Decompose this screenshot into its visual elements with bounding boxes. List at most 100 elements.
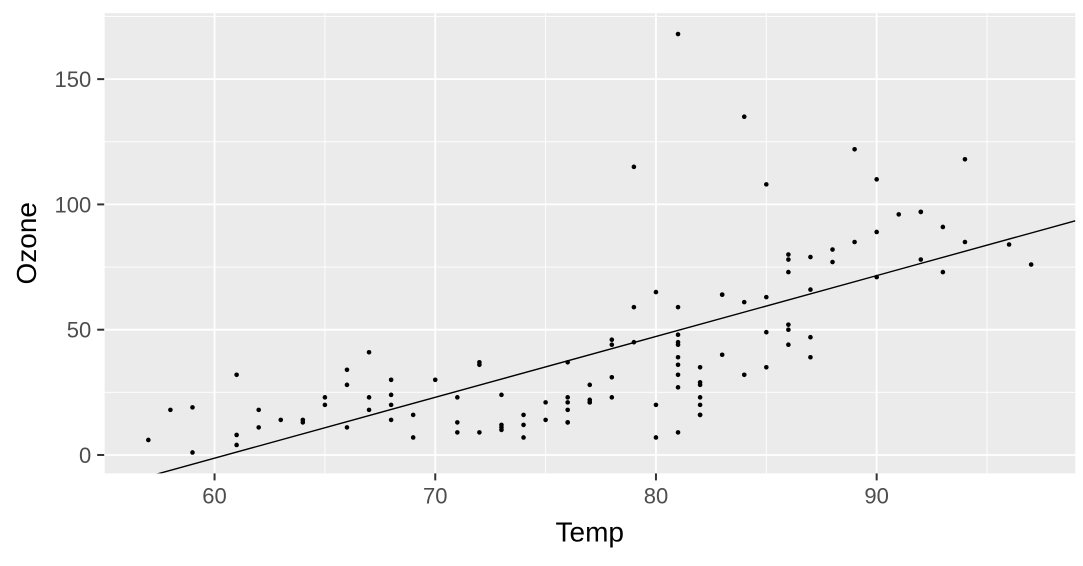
data-point [697, 412, 703, 418]
data-point [786, 257, 791, 262]
data-point [697, 395, 703, 400]
data-point [609, 395, 615, 400]
data-point [675, 354, 681, 360]
data-point [366, 407, 372, 413]
data-point [565, 395, 570, 400]
data-point [764, 294, 769, 300]
data-point [322, 402, 328, 408]
data-point [609, 337, 615, 343]
y-tick-label: 0 [79, 443, 91, 468]
data-point [256, 407, 261, 413]
data-point [808, 354, 813, 360]
data-point [940, 269, 946, 275]
data-point [940, 224, 946, 230]
data-point [499, 392, 504, 398]
data-point [256, 425, 261, 430]
data-point [190, 450, 195, 455]
data-point [675, 362, 681, 368]
data-point [874, 177, 879, 182]
data-point [234, 442, 239, 448]
data-point [631, 304, 637, 310]
data-point [874, 229, 879, 235]
data-point [808, 254, 813, 260]
data-point [719, 292, 725, 297]
data-point [278, 417, 284, 423]
data-point [344, 367, 350, 373]
y-tick-label: 50 [67, 318, 91, 343]
data-point [410, 435, 416, 440]
data-point [786, 269, 791, 275]
data-point [918, 209, 924, 215]
data-point [455, 420, 460, 425]
data-point [697, 402, 703, 408]
data-point [499, 422, 504, 428]
data-point [543, 400, 548, 405]
data-point [587, 382, 593, 388]
data-point [764, 182, 769, 187]
x-tick-label: 70 [423, 483, 447, 508]
data-point [962, 239, 968, 245]
data-point [234, 432, 239, 438]
data-point [675, 304, 681, 310]
y-axis-title: Ozone [11, 202, 42, 285]
x-axis-title: Temp [556, 516, 624, 547]
data-point [1006, 242, 1012, 247]
data-point [675, 372, 681, 378]
data-point [675, 430, 681, 435]
data-point [830, 247, 835, 252]
data-point [653, 435, 659, 440]
data-point [388, 377, 394, 383]
data-point [366, 349, 372, 355]
data-point [388, 392, 394, 398]
data-point [719, 352, 725, 358]
data-point [786, 252, 791, 257]
axis-tick-labels: 60 70 80 90 0 50 100 150 [54, 67, 888, 508]
data-points-layer [146, 31, 1034, 455]
data-point [234, 372, 239, 378]
data-point [808, 287, 813, 292]
data-point [653, 402, 659, 408]
data-point [455, 395, 460, 400]
panel-background-layer [104, 13, 1076, 474]
data-point [786, 342, 791, 348]
data-point [565, 420, 570, 425]
data-point [764, 329, 769, 335]
x-tick-label: 60 [202, 483, 226, 508]
data-point [543, 417, 548, 423]
data-point [300, 420, 306, 425]
data-point [322, 395, 328, 400]
y-tick-label: 150 [54, 67, 91, 92]
regression-line-layer [156, 220, 1076, 474]
data-point [565, 359, 570, 365]
data-point [741, 299, 747, 305]
data-point [587, 400, 593, 405]
data-point [521, 422, 526, 428]
data-point [675, 342, 681, 348]
data-point [918, 257, 924, 262]
data-point [631, 339, 637, 345]
data-point [190, 405, 195, 410]
data-point [675, 31, 681, 37]
data-point [675, 332, 681, 338]
data-point [521, 435, 526, 440]
data-point [477, 430, 482, 435]
data-point [1028, 262, 1034, 267]
data-point [521, 412, 526, 418]
x-tick-label: 90 [864, 483, 888, 508]
data-point [477, 359, 482, 365]
data-point [366, 395, 372, 400]
y-tick-label: 100 [54, 192, 91, 217]
data-point [146, 437, 151, 443]
data-point [697, 382, 703, 388]
data-point [962, 157, 968, 162]
data-point [896, 212, 902, 217]
major-gridlines [104, 13, 1076, 474]
regression-line [156, 220, 1076, 474]
data-point [786, 327, 791, 332]
data-point [852, 146, 857, 152]
data-point [653, 289, 659, 295]
data-point [741, 114, 747, 120]
data-point [499, 427, 504, 433]
